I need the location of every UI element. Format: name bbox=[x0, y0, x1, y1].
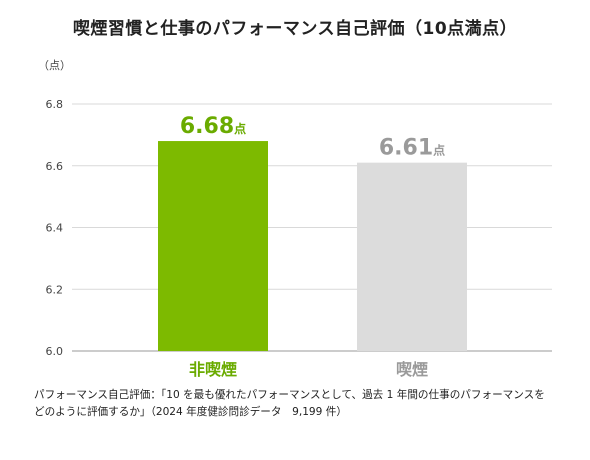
x-category-label: 喫煙 bbox=[396, 360, 428, 379]
chart-title: 喫煙習慣と仕事のパフォーマンス自己評価（10点満点） bbox=[72, 19, 518, 39]
data-label: 6.68点 bbox=[180, 114, 246, 139]
x-category-label: 非喫煙 bbox=[189, 360, 237, 379]
y-axis-unit-label: （点） bbox=[38, 59, 71, 72]
bar bbox=[158, 141, 268, 351]
footnote-line-2: どのように評価するか」（2024 年度健診問診データ 9,199 件） bbox=[34, 406, 347, 418]
y-tick-label: 6.6 bbox=[46, 160, 64, 173]
y-tick-label: 6.2 bbox=[46, 283, 64, 296]
y-tick-label: 6.4 bbox=[46, 222, 64, 235]
y-tick-label: 6.8 bbox=[46, 98, 64, 111]
bar bbox=[357, 162, 467, 351]
footnote-line-1: パフォーマンス自己評価：「10 を最も優れたパフォーマンスとして、過去 1 年間… bbox=[34, 389, 545, 401]
data-label: 6.61点 bbox=[379, 136, 445, 161]
footnote: パフォーマンス自己評価：「10 を最も優れたパフォーマンスとして、過去 1 年間… bbox=[34, 387, 574, 421]
y-tick-label: 6.0 bbox=[46, 345, 64, 358]
